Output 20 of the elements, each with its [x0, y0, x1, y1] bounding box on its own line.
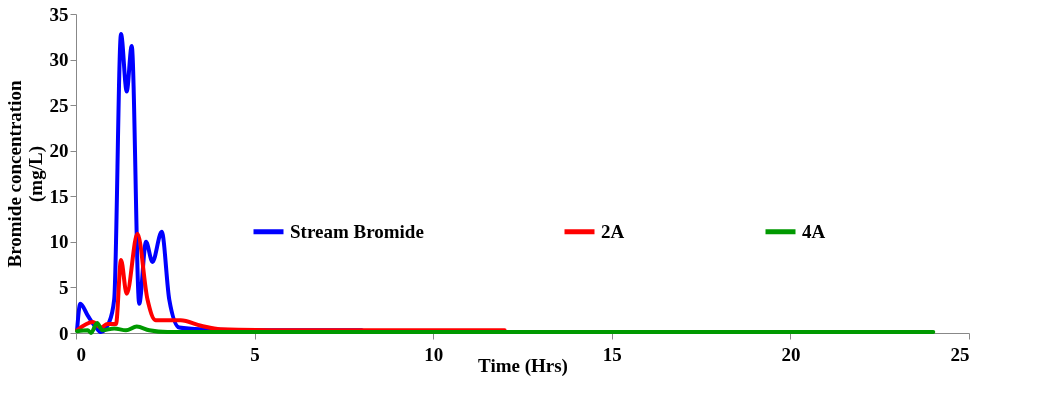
y-tick-label: 30 [49, 49, 69, 71]
y-tick-label: 35 [49, 3, 69, 25]
y-tick-label: 20 [49, 140, 69, 162]
y-tick-label: 5 [59, 276, 69, 298]
legend-label: Stream Bromide [290, 220, 424, 242]
x-axis-title: Time (Hrs) [478, 354, 568, 377]
y-tick-label: 25 [49, 94, 69, 116]
x-tick-label: 5 [250, 343, 260, 365]
y-tick-label: 0 [59, 322, 69, 344]
legend-label: 2A [601, 220, 625, 242]
x-tick-label: 20 [781, 343, 801, 365]
line-series [75, 320, 936, 335]
legend-label: 4A [802, 220, 826, 242]
y-tick-label: 15 [49, 185, 69, 207]
x-tick-label: 0 [76, 343, 86, 365]
x-tick-label: 25 [950, 343, 970, 365]
y-axis-title: Bromide concentration (mg/L) [3, 80, 47, 268]
x-tick-label: 10 [424, 343, 444, 365]
x-tick-label: 15 [602, 343, 622, 365]
y-tick-label: 10 [49, 231, 69, 253]
